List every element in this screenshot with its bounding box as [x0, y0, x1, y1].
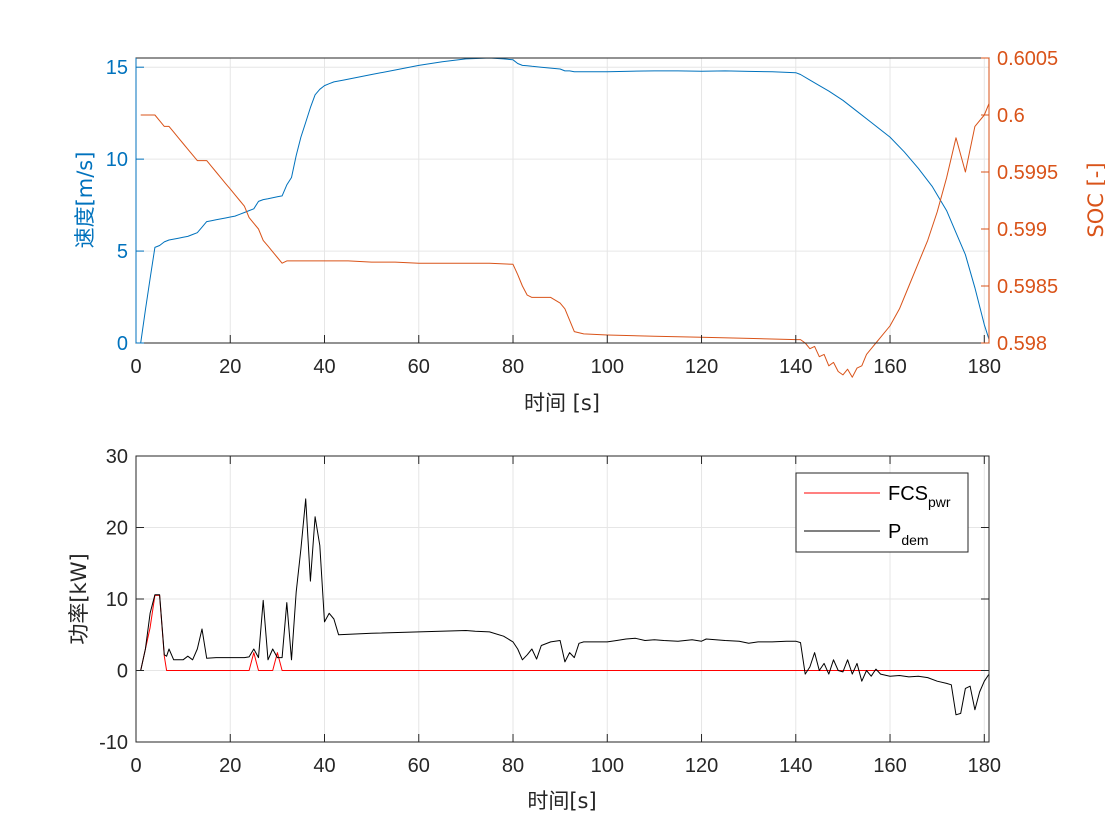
bottom-x-axis-label: 时间[s] [527, 789, 596, 813]
speed-tick-label: 0 [117, 333, 128, 355]
bottom-y-tick-label: 20 [106, 518, 128, 540]
top-x-tick-label: 120 [685, 356, 718, 378]
soc-tick-label: 0.6 [997, 105, 1025, 127]
soc-tick-label: 0.598 [997, 333, 1047, 355]
speed-axis-label: 速度[m/s] [73, 152, 97, 249]
top-plot-area [136, 58, 989, 343]
speed-line [140, 57, 990, 344]
soc-tick-label: 0.5995 [997, 162, 1058, 184]
legend-box [795, 472, 969, 553]
top-x-tick-label: 60 [408, 356, 430, 378]
speed-tick-label: 5 [117, 241, 128, 263]
legend-label-fcs: FCSpwr [888, 483, 951, 510]
soc-tick-label: 0.599 [997, 219, 1047, 241]
top-x-tick-label: 100 [591, 356, 624, 378]
legend: FCSpwr Pdem [795, 472, 969, 553]
bottom-x-tick-label: 80 [502, 755, 524, 777]
top-x-tick-label: 40 [313, 356, 335, 378]
top-x-tick-label: 140 [779, 356, 812, 378]
demand-power-line [140, 498, 990, 716]
legend-label-fcs-main: FCS [888, 483, 928, 505]
top-series-layer [140, 57, 990, 378]
soc-axis-label: SOC [-] [1084, 162, 1105, 237]
top-x-tick-label: 80 [502, 356, 524, 378]
bottom-x-tick-label: 100 [591, 755, 624, 777]
legend-label-fcs-sub: pwr [928, 494, 951, 510]
bottom-y-tick-label: -10 [99, 732, 128, 754]
legend-label-pdem-sub: dem [901, 532, 928, 548]
bottom-x-tick-label: 180 [968, 755, 1001, 777]
legend-label-pdem: Pdem [888, 521, 929, 548]
top-x-tick-label: 20 [219, 356, 241, 378]
soc-tick-label: 0.5985 [997, 276, 1058, 298]
bottom-x-tick-label: 60 [408, 755, 430, 777]
bottom-x-tick-label: 40 [313, 755, 335, 777]
bottom-x-tick-label: 140 [779, 755, 812, 777]
power-axis-label: 功率[kW] [67, 553, 91, 644]
top-x-axis-label: 时间 [s] [524, 391, 600, 415]
legend-label-pdem-main: P [888, 521, 901, 543]
top-chart: 0 20 40 60 80 100 120 140 160 180 0 5 10 15 0.598 0.598… [73, 48, 1105, 415]
top-x-tick-label: 0 [130, 356, 141, 378]
bottom-x-tick-label: 120 [685, 755, 718, 777]
soc-line [140, 103, 990, 378]
top-axes: 0 20 40 60 80 100 120 140 160 180 0 5 10 15 0.598 0.598… [106, 48, 1058, 378]
bottom-x-tick-label: 20 [219, 755, 241, 777]
bottom-x-tick-label: 160 [873, 755, 906, 777]
soc-tick-label: 0.6005 [997, 48, 1058, 70]
bottom-x-tick-label: 0 [130, 755, 141, 777]
bottom-y-tick-label: 30 [106, 446, 128, 468]
bottom-y-tick-label: 0 [117, 661, 128, 683]
top-x-tick-label: 160 [873, 356, 906, 378]
bottom-y-tick-label: 10 [106, 589, 128, 611]
speed-tick-label: 10 [106, 149, 128, 171]
speed-tick-label: 15 [106, 57, 128, 79]
bottom-series-layer [140, 498, 990, 716]
fcs-power-line [140, 594, 989, 671]
top-x-tick-label: 180 [968, 356, 1001, 378]
